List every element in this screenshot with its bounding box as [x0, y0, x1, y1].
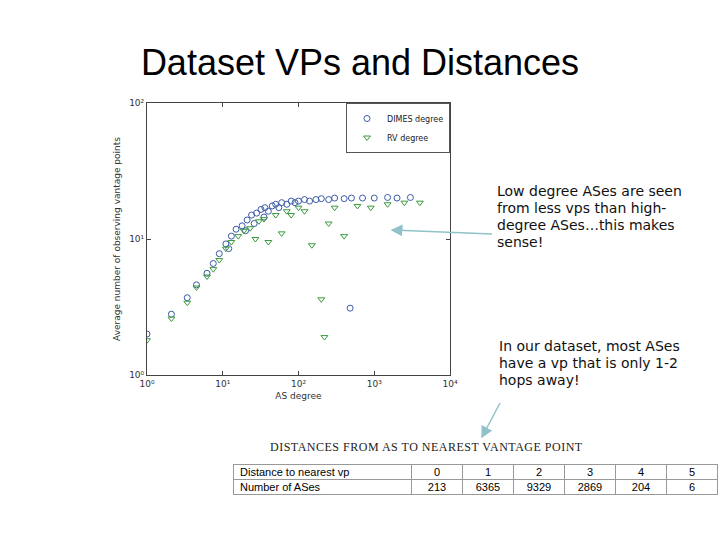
svg-text:10⁴: 10⁴	[442, 379, 457, 389]
html-text:1: 1	[484, 466, 492, 478]
html-text:9329: 9329	[526, 481, 552, 493]
html-text:213: 213	[427, 481, 447, 493]
svg-text:10²: 10²	[291, 379, 306, 389]
svg-text:Average number of observing va: Average number of observing vantage poin…	[112, 137, 122, 341]
svg-text:10¹: 10¹	[129, 234, 144, 244]
html-text:Distance to nearest vp: Distance to nearest vp	[240, 466, 350, 478]
svg-text:RV degree: RV degree	[387, 134, 428, 143]
svg-text:10²: 10²	[129, 98, 144, 108]
html-text:5: 5	[688, 466, 696, 478]
svg-text:10¹: 10¹	[215, 379, 230, 389]
html-text:In our dataset, most ASes have: In our dataset, most ASes have a vp that…	[499, 338, 680, 388]
html-text:0: 0	[433, 466, 441, 478]
html-text:2869: 2869	[577, 481, 603, 493]
html-text:Dataset VPs and Distances: Dataset VPs and Distances	[140, 42, 580, 83]
html-text:204: 204	[631, 481, 651, 493]
html-text:6: 6	[688, 481, 696, 493]
svg-text:10⁰: 10⁰	[129, 370, 144, 380]
html-text:6365: 6365	[475, 481, 501, 493]
html-text:2: 2	[535, 466, 543, 478]
html-text:Number of ASes: Number of ASes	[240, 481, 321, 493]
html-text:Low degree ASes are seen from: Low degree ASes are seen from less vps t…	[497, 183, 682, 250]
html-text:DISTANCES FROM AS TO NEAREST V: DISTANCES FROM AS TO NEAREST VANTAGE POI…	[270, 440, 583, 454]
svg-text:10³: 10³	[367, 379, 382, 389]
svg-text:DIMES degree: DIMES degree	[387, 115, 443, 124]
svg-text:AS degree: AS degree	[275, 391, 322, 401]
html-text:4: 4	[637, 466, 645, 478]
svg-text:10⁰: 10⁰	[139, 379, 154, 389]
html-text:3: 3	[586, 466, 594, 478]
